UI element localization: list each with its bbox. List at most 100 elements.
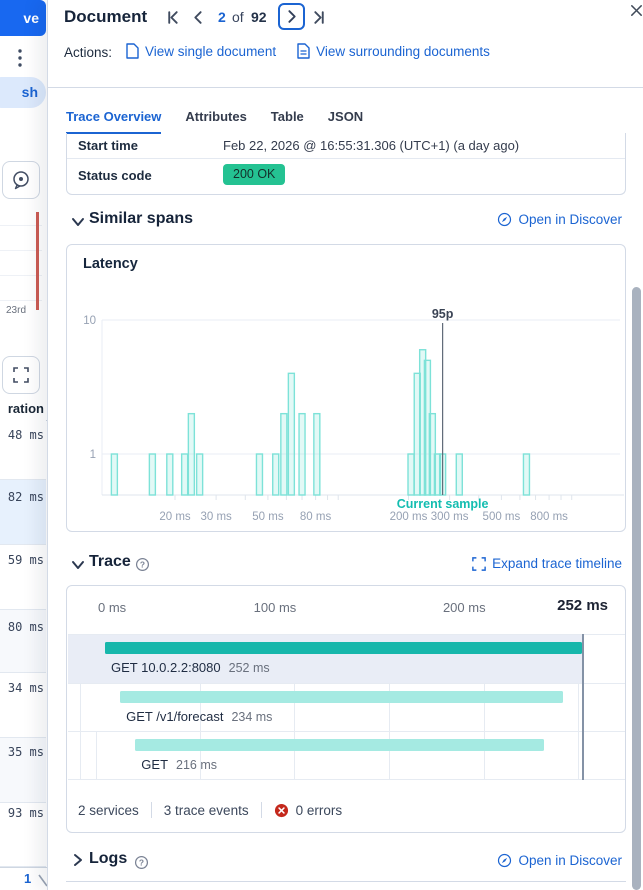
chevron-right-icon[interactable] [73,853,83,867]
info-icon[interactable]: ? [134,855,149,870]
pagination-arrow-fragment [38,874,47,887]
kebab-menu-icon[interactable] [13,47,27,69]
trace-axis-tick: 100 ms [253,600,297,615]
gridline [388,633,390,780]
table-row: Start time Feb 22, 2026 @ 16:55:31.306 (U… [67,133,625,158]
page-first-button[interactable] [165,9,182,26]
trace-footer: 2 services 3 trace events 0 errors [78,802,342,818]
similar-spans-title: Similar spans [89,210,194,227]
row-separator [68,779,625,780]
actions-row: View single document View surrounding doc… [126,43,502,59]
trace-axis-tick: 200 ms [442,600,486,615]
trace-span-row[interactable]: GET /v1/forecast 234 ms [68,684,625,731]
latency-chart-title: Latency [83,256,138,272]
error-icon [274,803,288,817]
table-row[interactable]: 48 ms [0,420,46,480]
tab-table[interactable]: Table [270,109,304,124]
span-label: GET 10.0.2.2:8080 252 ms [111,660,270,675]
expand-trace-label: Expand trace timeline [492,556,622,571]
expand-trace-link[interactable]: Expand trace timeline [472,556,622,571]
tab-bar: Trace Overview Attributes Table JSON [66,109,363,134]
duration-cell: 34 ms [7,681,44,695]
action-link-label: View single document [145,43,277,59]
span-name: GET [141,757,169,772]
trace-span-row[interactable]: GET 10.0.2.2:8080 252 ms [68,634,583,683]
info-icon[interactable]: ? [135,557,150,572]
table-row[interactable]: 80 ms [0,610,46,673]
span-duration: 252 ms [228,660,270,675]
page-last-button[interactable] [310,9,327,26]
flyout-title: Document [64,7,148,26]
action-link[interactable]: View surrounding documents [297,43,490,59]
gridline [578,633,580,780]
table-row[interactable]: 34 ms [0,673,46,738]
span-bar[interactable] [105,641,582,654]
svg-text:Current sample: Current sample [397,497,489,511]
svg-text:80 ms: 80 ms [300,511,332,523]
red-bar-edge [36,212,39,310]
span-bar[interactable] [120,691,564,703]
latency-panel: Latency 1 10 95p Current sample 20 ms 30 ms 50… [66,244,626,532]
tab-json[interactable]: JSON [327,109,364,124]
overview-table: Start time Feb 22, 2026 @ 16:55:31.306 (U… [66,133,626,195]
chevron-down-icon[interactable] [71,217,85,227]
trace-waterfall-panel: 0 ms 100 ms 200 ms 252 ms GET 10.0.2.2:8080… [66,585,626,833]
logs-title: Logs [89,850,128,867]
table-row[interactable]: 35 ms [0,738,46,803]
table-row[interactable]: 93 ms [0,803,46,867]
save-button[interactable]: ve [0,0,46,36]
duration-column-header: ration [7,401,44,416]
action-link-label: View surrounding documents [316,43,490,59]
duration-rows: 48 ms 82 ms 59 ms 80 ms 34 ms 35 ms 93 ms [0,420,46,867]
duration-cell: 35 ms [7,745,44,759]
page-indicator-total: 92 [251,9,267,25]
field-label: Start time [78,138,138,153]
ai-assistant-icon [13,171,29,190]
close-icon[interactable] [629,3,643,18]
discover-icon [498,853,512,868]
page-prev-button[interactable] [190,9,207,26]
similar-spans-discover-label: Open in Discover [518,212,622,227]
ai-assistant-button[interactable] [2,161,40,199]
refresh-button[interactable]: sh [0,77,46,108]
tab-attributes[interactable]: Attributes [185,109,247,124]
tab-trace-overview[interactable]: Trace Overview [66,109,162,134]
action-link[interactable]: View single document [126,43,276,59]
indent-guide [80,684,81,731]
table-row[interactable]: 59 ms [0,545,46,610]
similar-spans-discover-link[interactable]: Open in Discover [497,212,622,227]
chevron-right-icon [288,10,296,23]
field-value: Feb 22, 2026 @ 16:55:31.306 (UTC+1) (a d… [223,138,520,153]
indent-guide [80,732,81,779]
row-separator [68,731,625,732]
svg-text:1: 1 [90,449,96,461]
duration-cell: 82 ms [7,490,44,504]
trace-end-line [582,633,584,780]
table-row: Status code 200 OK [67,157,625,195]
span-bar[interactable] [135,739,545,751]
logs-discover-label: Open in Discover [518,853,622,868]
document-icon [126,43,139,59]
svg-text:95p: 95p [432,307,454,321]
page-next-button[interactable] [278,3,305,30]
span-name: GET 10.0.2.2:8080 [111,659,221,675]
expand-icon [472,556,486,571]
trace-span-row[interactable]: GET 216 ms [68,732,625,779]
duration-cell: 93 ms [7,806,44,820]
page-number-current[interactable]: 1 [24,871,32,886]
table-row[interactable]: 82 ms [0,480,46,545]
fullscreen-button[interactable] [2,356,40,394]
logs-discover-link[interactable]: Open in Discover [497,853,622,868]
span-label: GET 216 ms [141,757,217,772]
scrollbar-thumb[interactable] [632,287,641,890]
chevron-down-icon[interactable] [71,560,85,570]
latency-histogram-svg: 1 10 95p Current sample 20 ms 30 ms 50 ms 80 ms… [83,307,624,523]
trace-errors-count: 0 errors [295,802,343,818]
svg-text:500 ms: 500 ms [483,511,521,523]
row-separator [68,633,625,635]
trace-services-count: 2 services [78,802,139,818]
span-duration: 234 ms [231,710,273,724]
svg-text:300 ms: 300 ms [431,511,469,523]
svg-text:50 ms: 50 ms [252,511,284,523]
svg-text:800 ms: 800 ms [530,511,568,523]
